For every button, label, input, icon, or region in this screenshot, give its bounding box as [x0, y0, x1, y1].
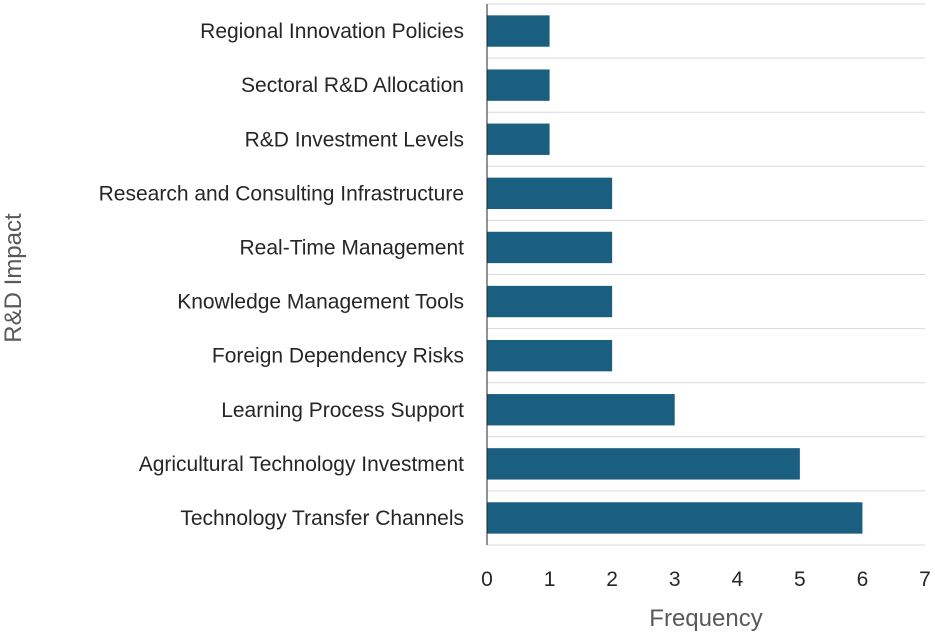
y-axis-title: R&D Impact [0, 213, 27, 343]
category-label: Foreign Dependency Risks [212, 345, 464, 368]
bar [487, 502, 863, 534]
bar [487, 123, 550, 155]
x-tick-label: 2 [606, 568, 618, 591]
bar [487, 339, 613, 372]
category-label: Sectoral R&D Allocation [241, 74, 464, 97]
gridlines [487, 3, 925, 546]
bar [487, 285, 613, 318]
x-tick-label: 6 [857, 568, 869, 591]
x-tick-label: 3 [669, 568, 681, 591]
category-label: Real-Time Management [240, 236, 465, 259]
category-label: Knowledge Management Tools [177, 291, 464, 314]
x-tick-label: 7 [919, 568, 931, 591]
x-tick-label: 1 [544, 568, 556, 591]
bar [487, 69, 550, 101]
x-tick-label: 0 [481, 568, 493, 591]
category-label: Regional Innovation Policies [200, 20, 464, 43]
x-tick-labels: 0 1 2 3 4 5 6 7 [481, 568, 931, 591]
category-label: Agricultural Technology Investment [139, 453, 464, 476]
bar [487, 177, 613, 210]
category-label: Technology Transfer Channels [180, 507, 464, 530]
category-label: R&D Investment Levels [245, 128, 464, 151]
bar [487, 394, 675, 426]
bar [487, 15, 550, 47]
x-axis-title: Frequency [649, 605, 762, 632]
x-tick-label: 4 [731, 568, 743, 591]
bar [487, 231, 613, 264]
category-label: Learning Process Support [221, 399, 464, 422]
category-label: Research and Consulting Infrastructure [99, 182, 464, 205]
bar [487, 448, 800, 480]
category-labels: Regional Innovation Policies Sectoral R&D… [99, 20, 465, 530]
bars [487, 15, 863, 534]
x-tick-label: 5 [794, 568, 806, 591]
